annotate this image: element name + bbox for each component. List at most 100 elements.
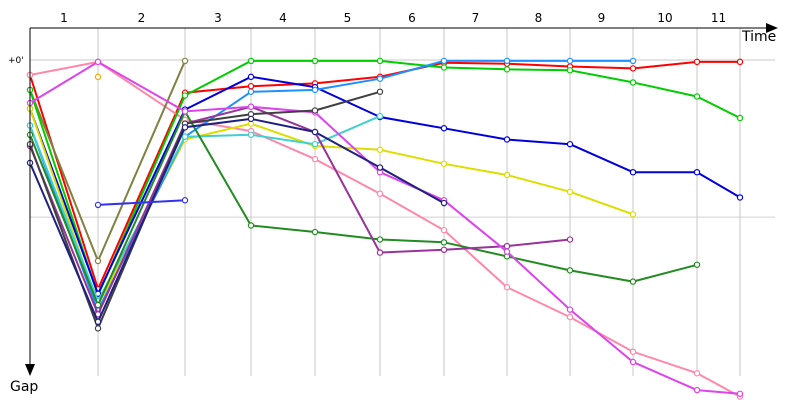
data-point: [566, 306, 574, 313]
data-point: [629, 211, 637, 218]
data-point: [376, 146, 384, 153]
data-point: [566, 188, 574, 196]
data-point: [693, 58, 701, 66]
data-point: [629, 168, 637, 176]
column-label: 6: [408, 11, 416, 25]
data-point: [311, 140, 319, 148]
data-point: [440, 199, 448, 207]
data-point: [693, 93, 701, 100]
data-point: [503, 66, 511, 73]
data-point: [440, 57, 448, 65]
data-point: [736, 390, 744, 397]
data-point: [736, 58, 744, 66]
column-label: 10: [657, 11, 672, 25]
data-point: [311, 155, 319, 163]
data-point: [94, 318, 102, 325]
data-point: [566, 67, 574, 74]
series-line: [29, 90, 381, 330]
data-point: [247, 57, 255, 65]
data-point: [566, 57, 574, 65]
column-label: 11: [711, 11, 726, 25]
data-point: [247, 103, 255, 110]
data-point: [247, 82, 255, 90]
column-label: 7: [472, 11, 480, 25]
data-point: [311, 86, 319, 94]
data-point: [247, 73, 255, 81]
data-point: [503, 284, 511, 291]
data-point: [693, 370, 701, 377]
data-point: [311, 128, 319, 136]
data-point: [181, 92, 189, 99]
data-point: [247, 88, 255, 95]
column-label: 2: [138, 11, 146, 25]
y-axis-title: Gap: [10, 379, 38, 395]
data-point: [503, 136, 511, 143]
series-line: [29, 75, 741, 295]
data-point: [247, 131, 255, 138]
data-point: [503, 248, 511, 255]
data-point: [736, 194, 744, 201]
data-point: [736, 114, 744, 122]
series-line: [97, 199, 186, 206]
data-point: [566, 267, 574, 274]
zero-tick-label: +0': [8, 56, 24, 66]
column-label: 1: [60, 11, 68, 25]
data-point: [181, 133, 189, 140]
data-point: [311, 107, 319, 114]
x-axis-arrow: [766, 23, 778, 33]
data-point: [503, 57, 511, 65]
series-lines: [26, 57, 744, 400]
data-point: [376, 88, 384, 95]
column-labels: 1 2 3 4 5 6 7 8 9 10 11: [60, 11, 726, 25]
data-point: [440, 226, 448, 234]
column-label: 5: [344, 11, 352, 25]
series-line: [29, 115, 381, 303]
data-point: [247, 115, 255, 123]
data-point: [629, 65, 637, 72]
data-point: [440, 125, 448, 132]
data-point: [181, 197, 189, 204]
data-point: [503, 242, 511, 250]
data-point: [94, 73, 102, 81]
data-point: [693, 168, 701, 176]
data-point: [376, 112, 384, 120]
data-point: [566, 140, 574, 148]
data-point: [94, 301, 102, 309]
data-point: [247, 222, 255, 229]
series-line: [29, 59, 741, 297]
data-point: [311, 57, 319, 65]
data-point: [376, 75, 384, 82]
column-label: 9: [598, 11, 606, 25]
data-point: [181, 57, 189, 65]
data-point: [376, 236, 384, 243]
data-point: [94, 257, 102, 265]
data-point: [94, 201, 102, 209]
data-point: [693, 386, 701, 394]
data-point: [376, 249, 384, 256]
series-line: [29, 60, 741, 398]
column-label: 8: [535, 11, 543, 25]
x-axis-title: Time: [741, 29, 776, 45]
column-label: 4: [279, 11, 287, 25]
data-point: [566, 236, 574, 243]
column-label: 3: [214, 11, 222, 25]
data-point: [440, 64, 448, 71]
data-point: [629, 358, 637, 366]
data-point: [440, 239, 448, 246]
data-point: [693, 261, 701, 268]
data-point: [629, 57, 637, 65]
data-point: [376, 57, 384, 65]
data-point: [94, 325, 102, 332]
data-point: [376, 190, 384, 197]
axes: Time Gap +0': [8, 23, 778, 395]
data-point: [629, 79, 637, 86]
data-point: [503, 171, 511, 179]
data-point: [376, 164, 384, 171]
y-axis-arrow: [25, 364, 35, 376]
data-point: [181, 108, 189, 115]
data-point: [181, 124, 189, 131]
data-point: [311, 228, 319, 236]
data-point: [440, 246, 448, 254]
data-point: [440, 160, 448, 167]
